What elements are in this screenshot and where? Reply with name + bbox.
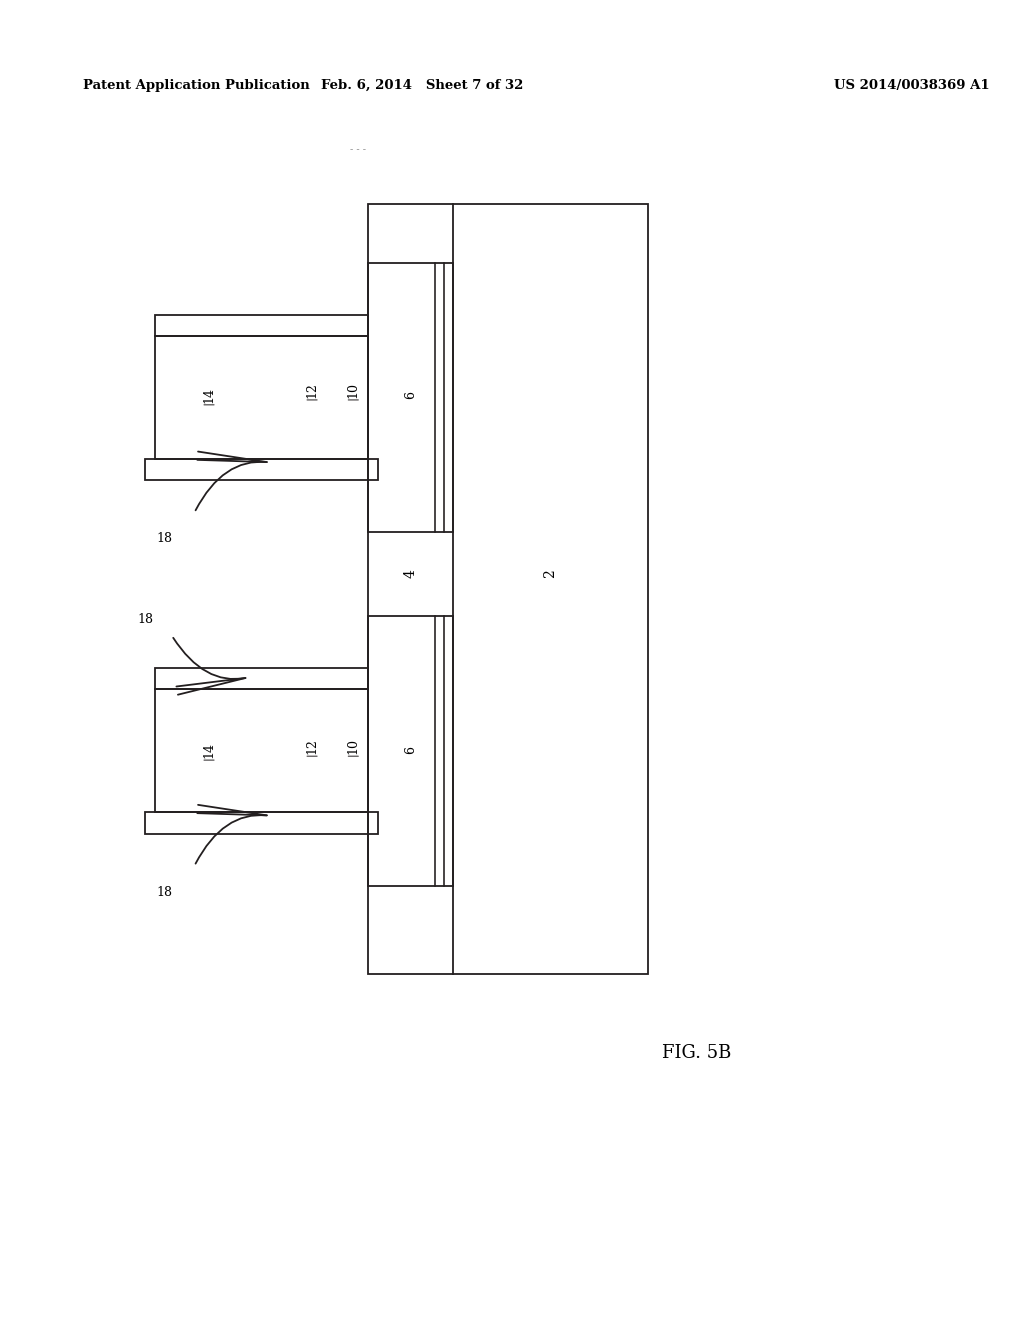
Text: 2: 2 bbox=[543, 569, 557, 578]
Text: US 2014/0038369 A1: US 2014/0038369 A1 bbox=[835, 79, 990, 92]
Text: 6: 6 bbox=[403, 391, 417, 399]
Bar bbox=[145, 812, 378, 834]
Bar bbox=[155, 314, 368, 337]
Bar bbox=[155, 668, 368, 689]
Text: 18: 18 bbox=[137, 612, 154, 626]
Bar bbox=[368, 616, 454, 886]
Text: 6: 6 bbox=[403, 746, 417, 754]
Text: 14: 14 bbox=[203, 742, 215, 758]
Text: 14: 14 bbox=[203, 387, 215, 403]
Text: 10: 10 bbox=[347, 381, 359, 399]
Text: 18: 18 bbox=[157, 886, 173, 899]
Text: 18: 18 bbox=[157, 532, 173, 545]
Bar bbox=[368, 203, 648, 974]
Text: 4: 4 bbox=[403, 569, 417, 578]
Text: 12: 12 bbox=[305, 383, 318, 399]
Text: FIG. 5B: FIG. 5B bbox=[663, 1044, 731, 1061]
Text: 12: 12 bbox=[305, 738, 318, 754]
Bar bbox=[155, 689, 368, 812]
Bar bbox=[145, 459, 378, 480]
Text: Patent Application Publication: Patent Application Publication bbox=[83, 79, 310, 92]
Bar bbox=[368, 263, 454, 532]
Bar bbox=[155, 337, 368, 459]
Text: 10: 10 bbox=[347, 738, 359, 754]
Text: - - -: - - - bbox=[350, 145, 367, 154]
Text: Feb. 6, 2014   Sheet 7 of 32: Feb. 6, 2014 Sheet 7 of 32 bbox=[321, 79, 523, 92]
